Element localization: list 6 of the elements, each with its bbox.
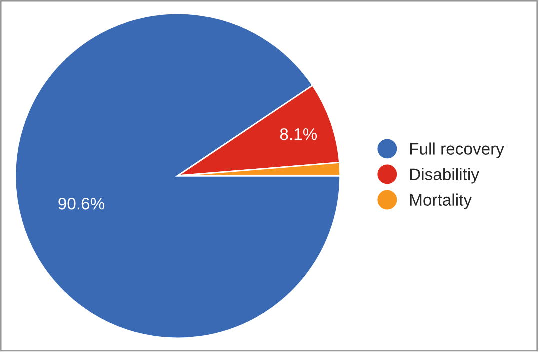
pie-slice: [14, 12, 342, 340]
data-label: 8.1%: [280, 128, 318, 140]
legend-label: Full recovery: [410, 142, 504, 158]
data-label: 90.6%: [58, 198, 105, 210]
legend-label: Mortality: [410, 194, 472, 210]
legend-label: Disabilitiy: [410, 168, 480, 184]
